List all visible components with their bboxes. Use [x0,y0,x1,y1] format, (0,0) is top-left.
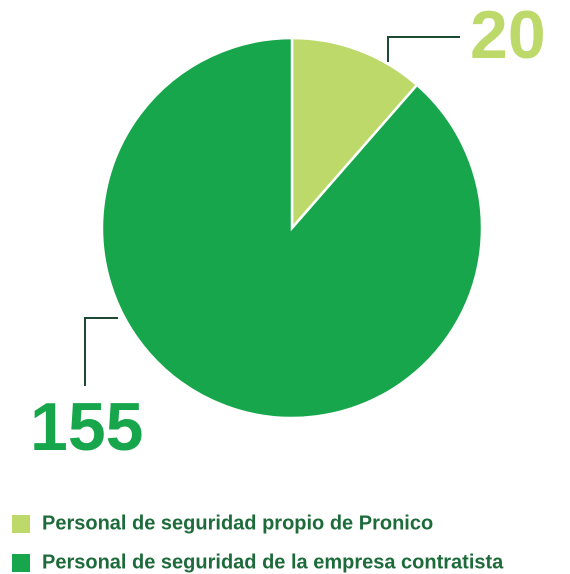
legend-swatch [12,554,30,572]
data-label: 155 [30,389,143,465]
leader-line [84,317,118,386]
legend-label: Personal de seguridad propio de Pronico [42,512,433,534]
data-label: 20 [470,0,546,73]
legend-swatch [12,515,30,533]
leader-line [387,36,460,62]
legend-label: Personal de seguridad de la empresa cont… [42,551,504,573]
pie-slice [100,36,484,420]
pie-slice [290,36,419,232]
